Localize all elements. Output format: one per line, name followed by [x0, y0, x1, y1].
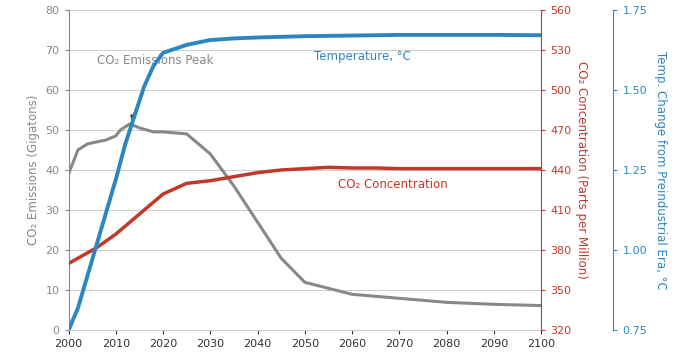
- Text: Temperature, °C: Temperature, °C: [314, 50, 411, 62]
- Y-axis label: CO₂ Concentration (Parts per Million): CO₂ Concentration (Parts per Million): [575, 61, 588, 279]
- Y-axis label: CO₂ Emissions (Gigatons): CO₂ Emissions (Gigatons): [27, 95, 40, 245]
- Text: CO₂ Concentration: CO₂ Concentration: [338, 178, 448, 191]
- Y-axis label: Temp. Change from Preindustrial Era, °C: Temp. Change from Preindustrial Era, °C: [653, 51, 667, 289]
- Text: CO₂ Emissions Peak: CO₂ Emissions Peak: [97, 54, 213, 120]
